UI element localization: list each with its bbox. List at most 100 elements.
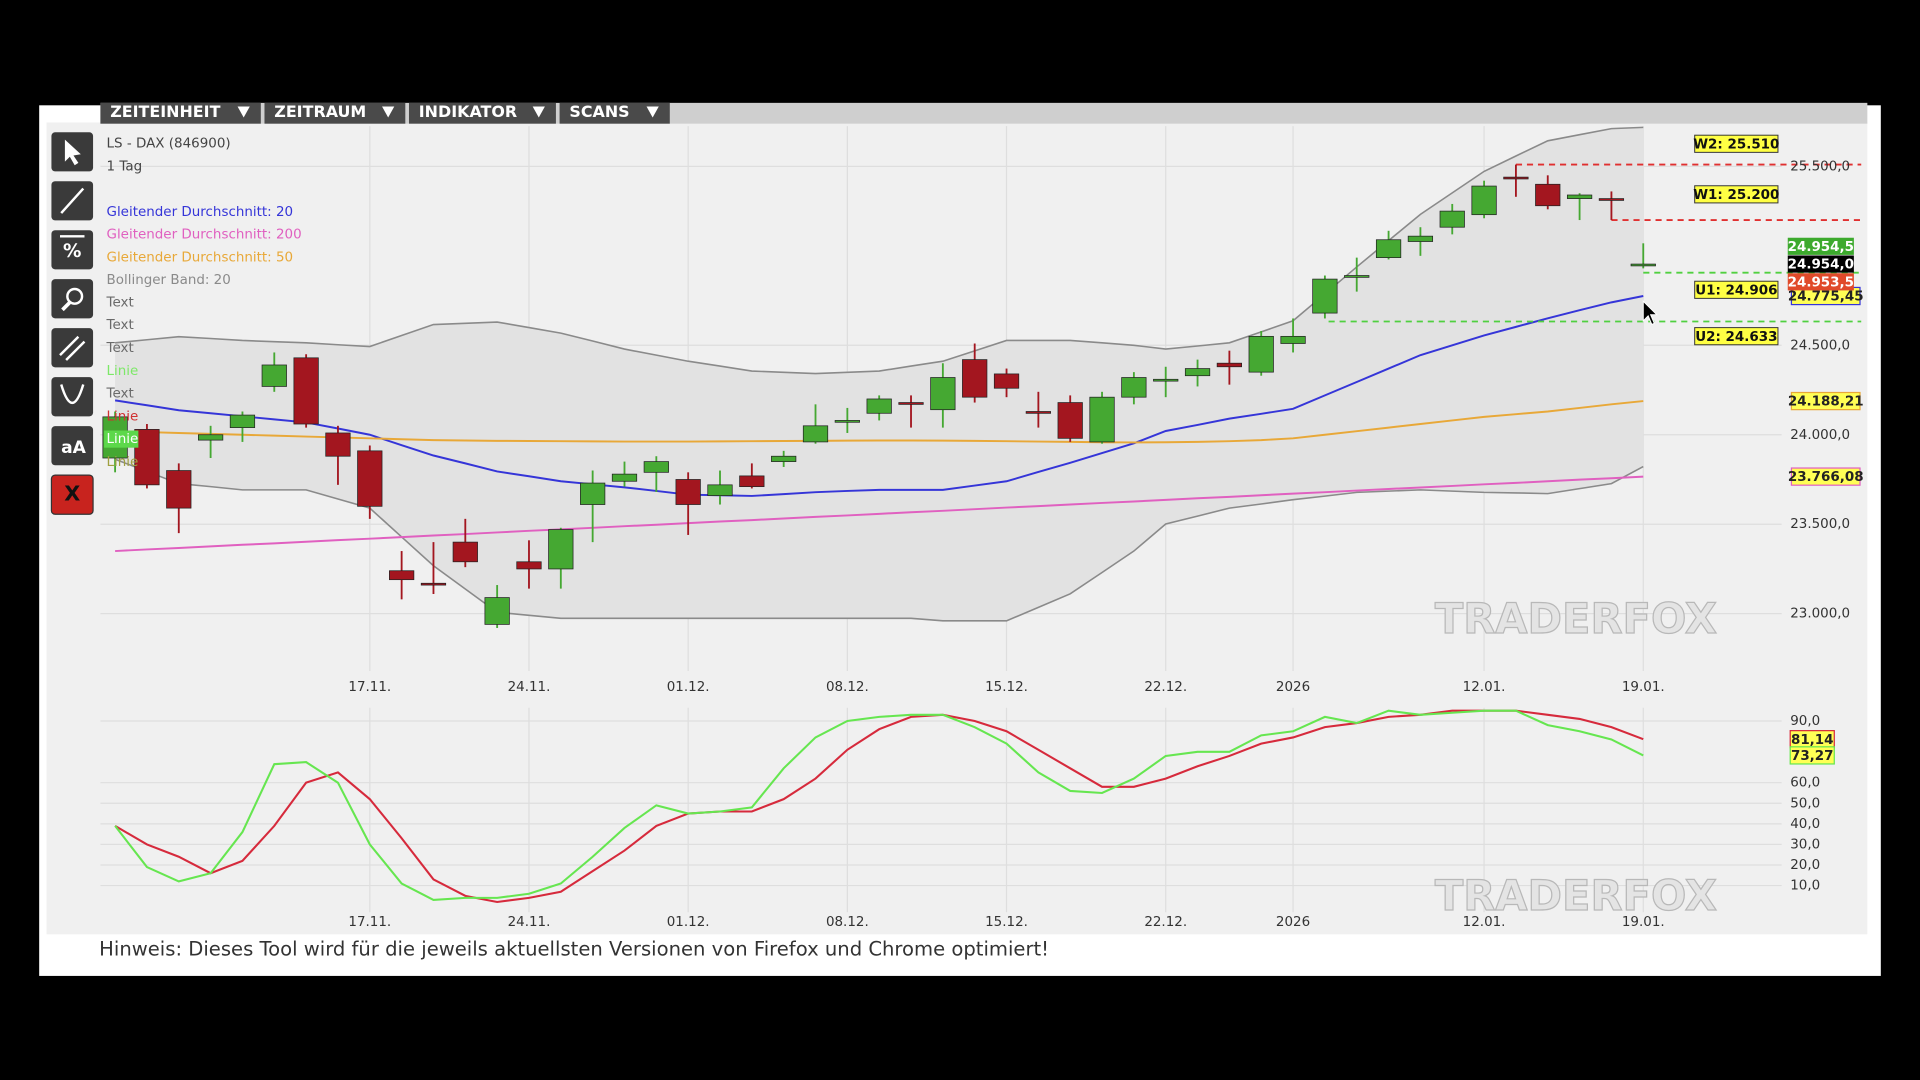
menu-label: INDIKATOR (419, 102, 517, 121)
menu-tab[interactable] (264, 102, 406, 124)
menu-arrow (646, 106, 659, 118)
x-tick-label: 17.11. (348, 915, 391, 930)
x-tick-label: 08.12. (826, 915, 869, 930)
tool-zoom[interactable] (51, 279, 94, 319)
candle-body (866, 398, 892, 414)
candle-body (166, 470, 192, 509)
icon-zoom-handle (61, 301, 72, 312)
icon-curve (60, 384, 85, 405)
candle-body (834, 420, 860, 423)
candle-body (930, 377, 956, 411)
candle-body (1598, 198, 1625, 201)
tool-percent-label: % (63, 241, 81, 262)
y-tick-label: 40,0 (1790, 817, 1820, 832)
candle-body (261, 364, 287, 387)
watermark: TRADERFOX (1435, 871, 1717, 920)
legend-period: 1 Tag (107, 160, 143, 175)
x-tick-label: 24.11. (508, 915, 551, 930)
menu-tab[interactable] (408, 102, 556, 124)
level-label-box (1694, 185, 1779, 204)
candle-body (1630, 263, 1656, 267)
candle-body (1248, 335, 1274, 373)
legend-annotation: Text (106, 387, 134, 402)
candle-body (1057, 402, 1083, 439)
legend: LS - DAX (846900) 1 Tag Gleitender Durch… (104, 136, 302, 470)
end-label: 81,14 (1791, 733, 1834, 748)
legend-instrument: LS - DAX (846900) (107, 136, 231, 151)
level-label-box (1694, 134, 1779, 153)
end-label-box (1790, 391, 1861, 411)
x-tick-label: 01.12. (667, 680, 710, 695)
candle-body (452, 541, 478, 563)
legend-annotation: Linie (107, 409, 139, 424)
level-label: W1: 25.200 (1693, 188, 1779, 203)
tool-percent[interactable] (51, 230, 94, 270)
moving-average (115, 400, 1644, 444)
end-label: 23.766,08 (1788, 470, 1864, 485)
legend-annotation: Linie (107, 432, 139, 447)
candle-body (739, 475, 765, 488)
x-tick-label: 24.11. (508, 680, 551, 695)
end-label-box (1789, 746, 1835, 765)
menu-tab[interactable] (559, 102, 670, 124)
candle-body (580, 482, 606, 505)
candle-body (1216, 362, 1243, 368)
end-label-box (1790, 467, 1861, 486)
indicator-lines (114, 163, 1862, 904)
candle-body (548, 529, 574, 570)
menu-tab[interactable] (100, 102, 261, 124)
icon-parallel (59, 335, 80, 356)
price-tag-label: 24.954,5 (1788, 240, 1854, 255)
icon-line (60, 187, 85, 214)
y-tick-label: 24.000,0 (1790, 428, 1850, 443)
tool-delete[interactable] (50, 474, 94, 515)
tool-parallel[interactable] (51, 328, 94, 368)
y-tick-label: 23.000,0 (1790, 607, 1850, 622)
y-tick-label: 24.500,0 (1790, 338, 1850, 353)
candle-body (675, 479, 701, 505)
price-tag (1787, 237, 1854, 255)
price-tag-label: 24.953,5 (1788, 275, 1854, 290)
tool-text[interactable] (51, 426, 94, 466)
x-tick-label: 22.12. (1144, 680, 1187, 695)
y-tick-label: 30,0 (1790, 837, 1820, 852)
candle-body (484, 597, 510, 625)
level-label: U1: 24.906 (1695, 283, 1777, 298)
tool-curve[interactable] (51, 377, 94, 417)
oscillator-line (114, 709, 1644, 904)
price-tag (1787, 255, 1854, 273)
candle-body (898, 402, 924, 405)
candles (102, 164, 1656, 628)
candle-body (1121, 377, 1147, 398)
y-tick-label: 90,0 (1790, 714, 1820, 729)
candle-body (134, 429, 160, 486)
candle-body (1025, 411, 1051, 414)
icon-zoom (66, 287, 84, 305)
candle-body (1407, 235, 1434, 242)
menu-arrow (237, 106, 250, 118)
candle-body (420, 582, 447, 586)
legend-annotation: Linie (107, 364, 139, 379)
candle-body (1344, 275, 1370, 278)
price-tag (1787, 273, 1854, 291)
x-tick-label: 2026 (1276, 680, 1310, 695)
price-tag-label: 24.954,0 (1788, 258, 1854, 273)
legend-annotation: Text (106, 295, 134, 310)
moving-average (115, 475, 1644, 553)
level-label-box (1694, 280, 1779, 299)
candle-body (1184, 368, 1211, 377)
x-tick-label: 01.12. (667, 915, 710, 930)
icon-arrow (64, 139, 81, 166)
y-tick-label: 23.500,0 (1790, 517, 1850, 532)
y-tick-label: 60,0 (1790, 776, 1820, 791)
candle-body (1566, 194, 1593, 199)
x-tick-label: 2026 (1276, 915, 1310, 930)
level-label-box (1694, 327, 1779, 346)
tool-delete-label: X (64, 482, 80, 506)
x-tick-label: 08.12. (826, 680, 869, 695)
x-tick-label: 12.01. (1463, 915, 1506, 930)
x-tick-label: 22.12. (1144, 915, 1187, 930)
candle-body (771, 455, 797, 462)
